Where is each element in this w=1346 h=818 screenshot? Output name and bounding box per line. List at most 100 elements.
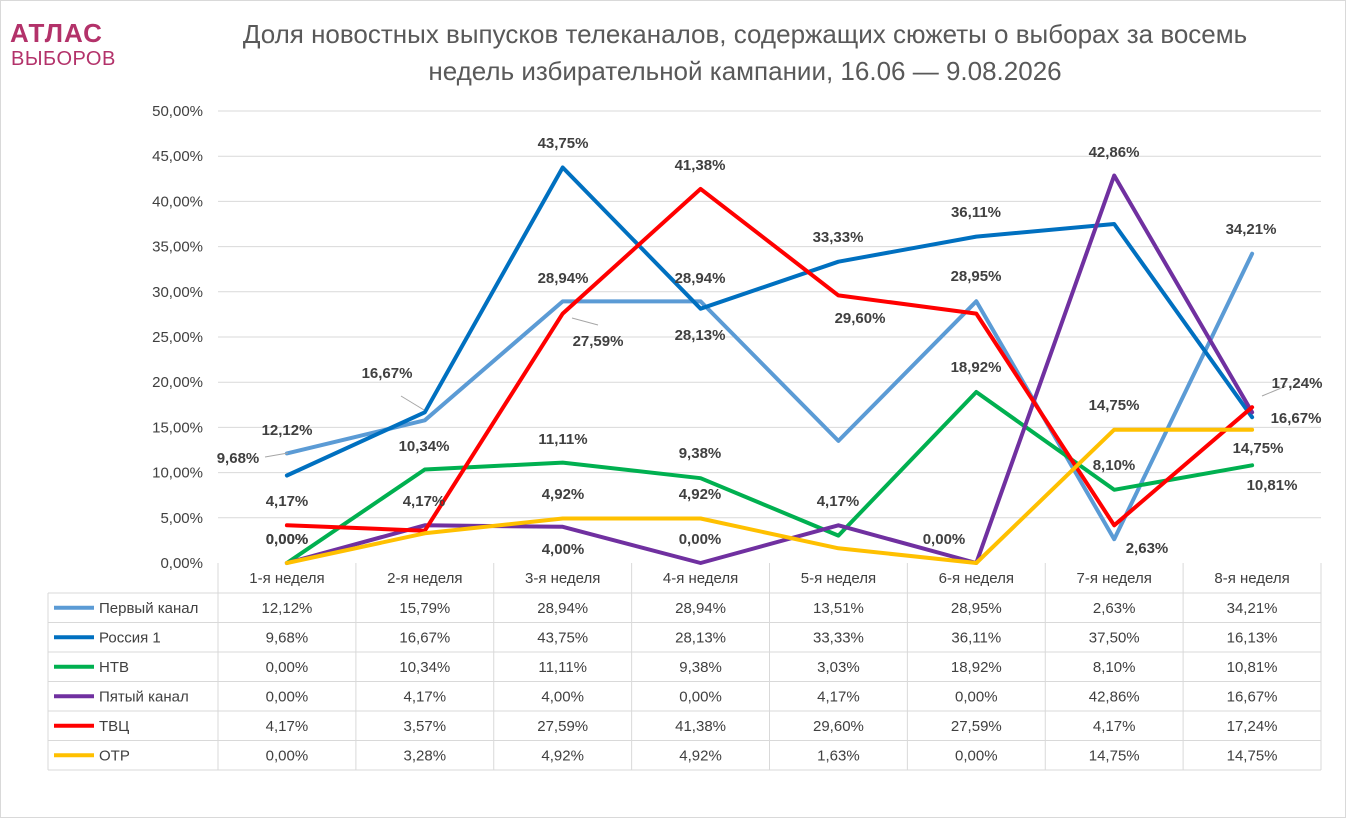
table-cell-value: 28,94%	[537, 600, 588, 617]
data-label: 11,11%	[538, 431, 587, 448]
data-label: 4,92%	[542, 486, 585, 503]
legend-series-name: ОТР	[99, 747, 130, 764]
x-category-label: 6-я неделя	[939, 570, 1014, 587]
table-cell-value: 10,81%	[1227, 659, 1278, 676]
series-line	[284, 173, 1255, 565]
legend-series-name: НТВ	[99, 659, 129, 676]
y-tick-label: 40,00%	[152, 193, 203, 210]
table-cell-value: 28,13%	[675, 629, 726, 646]
data-label: 2,63%	[1126, 540, 1169, 557]
x-category-label: 1-я неделя	[249, 570, 324, 587]
x-category-label: 4-я неделя	[663, 570, 738, 587]
y-tick-label: 20,00%	[152, 374, 203, 391]
table-cell-value: 4,17%	[817, 688, 860, 705]
table-cell-value: 3,03%	[817, 659, 860, 676]
data-label: 14,75%	[1233, 440, 1284, 457]
table-cell-value: 13,51%	[813, 600, 864, 617]
table-cell-value: 15,79%	[399, 600, 450, 617]
data-label: 28,13%	[675, 327, 726, 344]
data-label: 10,81%	[1247, 477, 1298, 494]
data-label: 28,94%	[675, 270, 726, 287]
table-cell-value: 27,59%	[951, 718, 1002, 735]
table-cell-value: 0,00%	[955, 688, 998, 705]
leader-line	[1261, 385, 1287, 397]
data-label: 43,75%	[538, 135, 589, 152]
table-cell-value: 17,24%	[1227, 718, 1278, 735]
leader-line	[400, 395, 425, 411]
data-label: 12,12%	[262, 422, 313, 439]
data-label: 9,68%	[217, 450, 260, 467]
logo-bottom-text: ВЫБОРОВ	[11, 48, 116, 70]
table-cell-value: 14,75%	[1227, 747, 1278, 764]
table-cell-value: 3,57%	[404, 718, 447, 735]
data-label: 4,92%	[679, 486, 722, 503]
table-cell-value: 4,17%	[404, 688, 447, 705]
legend-series-name: ТВЦ	[99, 718, 129, 735]
y-tick-label: 0,00%	[160, 555, 203, 572]
table-cell-value: 27,59%	[537, 718, 588, 735]
table-cell-value: 0,00%	[955, 747, 998, 764]
table-cell-value: 36,11%	[951, 629, 1001, 646]
data-label: 14,75%	[1089, 397, 1140, 414]
table-cell-value: 18,92%	[951, 659, 1002, 676]
data-label: 34,21%	[1226, 221, 1277, 238]
x-category-label: 7-я неделя	[1076, 570, 1151, 587]
chart-title: Доля новостных выпусков телеканалов, сод…	[200, 16, 1290, 90]
data-label: 16,67%	[362, 365, 413, 382]
table-cell-value: 3,28%	[404, 747, 447, 764]
table-cell-value: 2,63%	[1093, 600, 1136, 617]
data-label: 42,86%	[1089, 144, 1140, 161]
series-line	[284, 427, 1255, 565]
data-label: 28,94%	[538, 270, 589, 287]
y-tick-label: 30,00%	[152, 284, 203, 301]
data-label: 29,60%	[835, 310, 886, 327]
leader-line	[571, 317, 599, 326]
table-cell-value: 14,75%	[1089, 747, 1140, 764]
table-cell-value: 9,68%	[266, 629, 309, 646]
data-label: 8,10%	[1093, 457, 1136, 474]
data-label: 27,59%	[573, 333, 624, 350]
series-line	[284, 165, 1255, 478]
table-cell-value: 4,92%	[541, 747, 584, 764]
data-label: 18,92%	[951, 359, 1002, 376]
table-cell-value: 0,00%	[266, 688, 309, 705]
data-label: 4,17%	[266, 493, 309, 510]
data-label: 0,00%	[679, 531, 722, 548]
y-tick-label: 5,00%	[160, 510, 203, 527]
y-tick-label: 35,00%	[152, 239, 203, 256]
series-line	[284, 186, 1255, 533]
x-category-label: 8-я неделя	[1214, 570, 1289, 587]
data-label: 4,17%	[817, 493, 860, 510]
table-cell-value: 28,94%	[675, 600, 726, 617]
data-label: 33,33%	[813, 229, 864, 246]
data-label: 41,38%	[675, 157, 726, 174]
table-cell-value: 34,21%	[1227, 600, 1278, 617]
table-cell-value: 4,92%	[679, 747, 722, 764]
table-cell-value: 37,50%	[1089, 629, 1140, 646]
table-cell-value: 0,00%	[266, 659, 309, 676]
table-cell-value: 33,33%	[813, 629, 864, 646]
table-cell-value: 29,60%	[813, 718, 864, 735]
table-cell-value: 16,67%	[1227, 688, 1278, 705]
y-tick-label: 25,00%	[152, 329, 203, 346]
y-tick-label: 50,00%	[152, 103, 203, 120]
data-label: 0,00%	[923, 531, 966, 548]
data-label: 17,24%	[1272, 375, 1323, 392]
table-cell-value: 11,11%	[538, 659, 587, 676]
legend-series-name: Пятый канал	[99, 688, 189, 705]
table-cell-value: 4,17%	[266, 718, 309, 735]
data-label: 28,95%	[951, 268, 1002, 285]
leader-line	[264, 452, 289, 458]
x-category-label: 3-я неделя	[525, 570, 600, 587]
table-cell-value: 16,67%	[399, 629, 450, 646]
data-label: 4,17%	[403, 493, 446, 510]
table-cell-value: 0,00%	[679, 688, 722, 705]
table-cell-value: 41,38%	[675, 718, 726, 735]
y-tick-label: 10,00%	[152, 465, 203, 482]
table-cell-value: 42,86%	[1089, 688, 1140, 705]
legend-series-name: Россия 1	[99, 629, 161, 646]
series-line	[284, 390, 1255, 565]
logo-top-text: АТЛАС	[10, 18, 103, 48]
x-category-label: 2-я неделя	[387, 570, 462, 587]
